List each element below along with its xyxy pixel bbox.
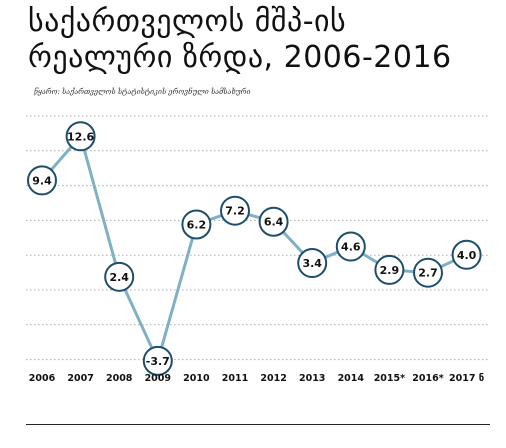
data-point-marker: [220, 195, 250, 226]
data-point-marker: [142, 345, 173, 376]
data-label: 2.4: [109, 271, 129, 284]
data-label: 12.6: [67, 130, 94, 143]
bottom-rule: [26, 424, 490, 425]
data-label: 4.0: [457, 249, 477, 262]
x-tick-label: 2010: [183, 373, 210, 384]
chart-title-line-1: საქართველოს მშპ-ის: [28, 4, 347, 39]
data-point-marker: [27, 165, 57, 196]
x-tick-label: 2011: [222, 373, 248, 384]
data-point-marker: [335, 231, 366, 262]
x-tick-label: 2013: [299, 373, 325, 384]
data-label: -3.7: [146, 355, 170, 368]
data-point-marker: [413, 257, 443, 288]
x-tick-label: 2006: [29, 373, 56, 384]
data-point-marker: [65, 121, 96, 152]
data-label: 6.4: [264, 216, 284, 229]
data-label: 9.4: [32, 174, 52, 187]
chart-source-note: წყარო: საქართველოს სტატისტიკის ეროვნული …: [34, 88, 251, 96]
x-tick-label: 2017 ნ: [449, 373, 484, 384]
x-tick-label: 2012: [260, 373, 286, 384]
data-point-marker: [297, 248, 328, 279]
data-point-marker: [374, 254, 405, 285]
data-point-marker: [258, 206, 289, 237]
x-tick-label: 2007: [67, 373, 93, 384]
chart-title-line-2: რეალური ზრდა, 2006-2016: [28, 40, 452, 75]
data-label: 2.9: [380, 264, 400, 277]
data-label: 6.2: [187, 218, 207, 231]
x-tick-label: 2016*: [412, 373, 443, 384]
series-line: [40, 134, 468, 363]
chart-title: საქართველოს მშპ-ის რეალური ზრდა, 2006-20…: [28, 4, 498, 76]
data-label: 2.7: [418, 267, 438, 280]
x-tick-label: 2015*: [374, 373, 405, 384]
data-label: 4.6: [341, 241, 361, 254]
data-point-marker: [104, 261, 135, 292]
x-tick-label: 2008: [106, 373, 133, 384]
x-tick-label: 2014: [338, 373, 365, 384]
data-label: 7.2: [225, 205, 245, 218]
data-point-marker: [181, 209, 212, 240]
data-label: 3.4: [302, 257, 322, 270]
x-tick-label: 2009: [145, 373, 171, 384]
data-point-marker: [451, 239, 482, 270]
